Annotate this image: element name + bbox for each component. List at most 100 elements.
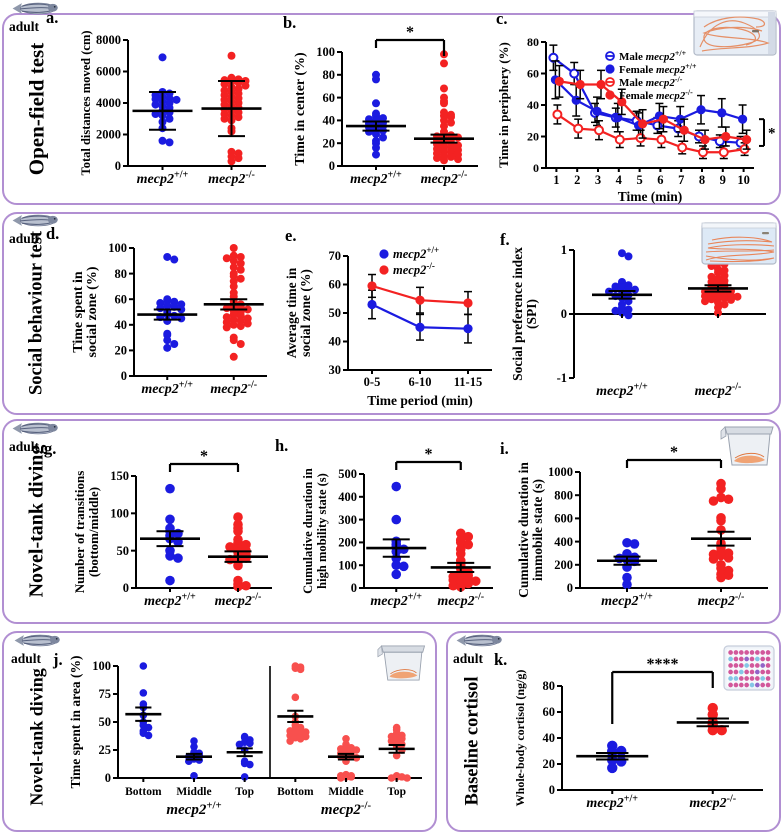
svg-text:mecp2+/+: mecp2+/+ <box>393 245 439 261</box>
novel-tank-inset <box>720 423 778 469</box>
panel-k-chart-cortisol: 0 20 40 60 80 Whole-body cortisol (ng/g) mecp2… <box>513 656 763 811</box>
svg-text:immobile state (s): immobile state (s) <box>530 479 545 581</box>
panel-letter-c: c. <box>496 9 508 28</box>
zebrafish-icon <box>6 420 64 437</box>
svg-text:100: 100 <box>92 659 111 673</box>
svg-text:1000: 1000 <box>548 465 573 479</box>
svg-text:Male mecp2+/+: Male mecp2+/+ <box>619 49 687 63</box>
svg-text:60: 60 <box>527 67 539 81</box>
svg-text:*: * <box>670 444 678 461</box>
section-open-field <box>2 13 781 205</box>
panel-i-chart-immobile: 0 200 400 600 800 1000 Cumulative duration in i… <box>516 444 768 609</box>
svg-text:****: **** <box>647 656 679 673</box>
plot-area: 0 20 40 60 80 Whole-body cortisol (ng/g) mecp2… <box>513 656 763 811</box>
svg-text:25: 25 <box>99 743 112 757</box>
plot-area: 0 100 200 300 400 500 Cumulative duration in hi… <box>301 446 493 609</box>
svg-text:Social preference index: Social preference index <box>510 247 525 381</box>
svg-text:mecp2+/+: mecp2+/+ <box>586 794 638 811</box>
svg-text:Middle: Middle <box>328 786 363 798</box>
svg-text:*: * <box>425 446 433 463</box>
svg-text:6: 6 <box>657 173 663 187</box>
plot-area: 0 25 50 75 100 Time spent in area (%) Bottom Mi… <box>68 656 422 818</box>
svg-text:Middle: Middle <box>176 786 211 798</box>
svg-text:100: 100 <box>110 507 129 521</box>
svg-text:0: 0 <box>351 581 357 595</box>
svg-text:Time in center (%): Time in center (%) <box>293 52 308 166</box>
svg-text:20: 20 <box>323 136 336 150</box>
svg-text:mecp2+/+: mecp2+/+ <box>141 380 193 397</box>
svg-text:150: 150 <box>110 469 129 483</box>
svg-text:5: 5 <box>636 173 642 187</box>
svg-text:Bottom: Bottom <box>125 786 162 798</box>
svg-text:3: 3 <box>595 173 601 187</box>
panel-f-chart-social-preference-index: -1 0 1 Social preference index (SPI) mecp2+/+… <box>510 243 766 399</box>
svg-text:mecp2-/-: mecp2-/- <box>215 592 262 609</box>
age-label: adult <box>9 19 40 34</box>
svg-text:0: 0 <box>123 581 129 595</box>
svg-text:mecp2-/-: mecp2-/- <box>695 382 742 399</box>
panel-e-chart-average-time-social-zone: 30 40 50 60 70 Average time in social zone (%)… <box>284 245 492 408</box>
panel-letter-d: d. <box>46 224 60 243</box>
section-title-social-behaviour: Social behaviour test <box>26 230 47 396</box>
panel-letter-j: j. <box>53 650 63 669</box>
svg-text:Bottom: Bottom <box>277 786 314 798</box>
svg-text:Time in periphery (%): Time in periphery (%) <box>496 42 511 168</box>
svg-text:mecp2+/+: mecp2+/+ <box>596 382 648 399</box>
svg-text:Female mecp2+/+: Female mecp2+/+ <box>619 62 697 76</box>
svg-text:mecp2+/+: mecp2+/+ <box>350 170 402 187</box>
plot-area: 0 50 100 150 Number of transitions (bottom/mi… <box>72 448 272 609</box>
svg-text:2000: 2000 <box>96 128 121 142</box>
svg-text:(SPI): (SPI) <box>524 299 539 329</box>
svg-text:Whole-body cortisol (ng/g): Whole-body cortisol (ng/g) <box>513 670 527 807</box>
svg-text:mecp2+/+: mecp2+/+ <box>601 592 653 609</box>
svg-text:mecp2-/-: mecp2-/- <box>210 380 257 397</box>
adult-fish-marker-5: adult <box>450 632 514 666</box>
svg-text:100: 100 <box>108 241 127 255</box>
svg-text:4000: 4000 <box>96 96 121 110</box>
plot-area: -1 0 1 Social preference index (SPI) mecp2+/+… <box>510 243 766 399</box>
svg-text:mecp2-/-: mecp2-/- <box>437 592 484 609</box>
panel-letter-b: b. <box>283 13 297 32</box>
svg-text:Cumulative duration in: Cumulative duration in <box>516 462 531 598</box>
zebrafish-icon <box>6 0 64 17</box>
svg-text:0: 0 <box>121 369 127 383</box>
plot-area: 0 200 400 600 800 1000 Cumulative duration in i… <box>516 444 768 609</box>
adult-fish-marker-3: adult <box>6 420 70 454</box>
age-label: adult <box>11 651 42 666</box>
svg-text:6-10: 6-10 <box>409 375 432 389</box>
panel-letter-g: g. <box>44 439 57 458</box>
novel-tank-inset-2 <box>377 642 429 684</box>
svg-text:200: 200 <box>338 536 357 550</box>
svg-text:400: 400 <box>554 535 573 549</box>
svg-text:60: 60 <box>329 278 342 292</box>
svg-text:2: 2 <box>574 173 580 187</box>
svg-text:mecp2-/-: mecp2-/- <box>698 592 745 609</box>
svg-text:50: 50 <box>329 306 342 320</box>
svg-text:7: 7 <box>678 173 684 187</box>
svg-text:high mobility state (s): high mobility state (s) <box>315 473 329 589</box>
panel-g-chart-transitions: 0 50 100 150 Number of transitions (bottom/mi… <box>72 448 272 609</box>
svg-text:70: 70 <box>329 249 342 263</box>
svg-text:0-5: 0-5 <box>364 375 381 389</box>
svg-text:30: 30 <box>329 363 342 377</box>
svg-text:Average time in: Average time in <box>284 267 299 358</box>
svg-text:Top: Top <box>387 786 406 798</box>
svg-text:0: 0 <box>549 783 555 797</box>
svg-text:300: 300 <box>338 513 357 527</box>
svg-text:6000: 6000 <box>96 65 121 79</box>
zebrafish-icon <box>450 632 508 649</box>
svg-text:11-15: 11-15 <box>454 375 482 389</box>
svg-text:200: 200 <box>554 558 573 572</box>
svg-text:10: 10 <box>737 173 750 187</box>
svg-text:Total distances moved (cm): Total distances moved (cm) <box>79 30 93 175</box>
svg-text:20: 20 <box>527 130 539 144</box>
svg-text:40: 40 <box>543 731 556 745</box>
svg-text:Time spent in area (%): Time spent in area (%) <box>68 656 83 789</box>
svg-text:mecp2-/-: mecp2-/- <box>208 170 255 187</box>
panel-letter-k: k. <box>494 650 508 669</box>
adult-fish-marker-2: adult <box>6 212 70 246</box>
svg-text:80: 80 <box>527 35 539 49</box>
svg-text:100: 100 <box>338 558 357 572</box>
svg-text:40: 40 <box>527 98 539 112</box>
